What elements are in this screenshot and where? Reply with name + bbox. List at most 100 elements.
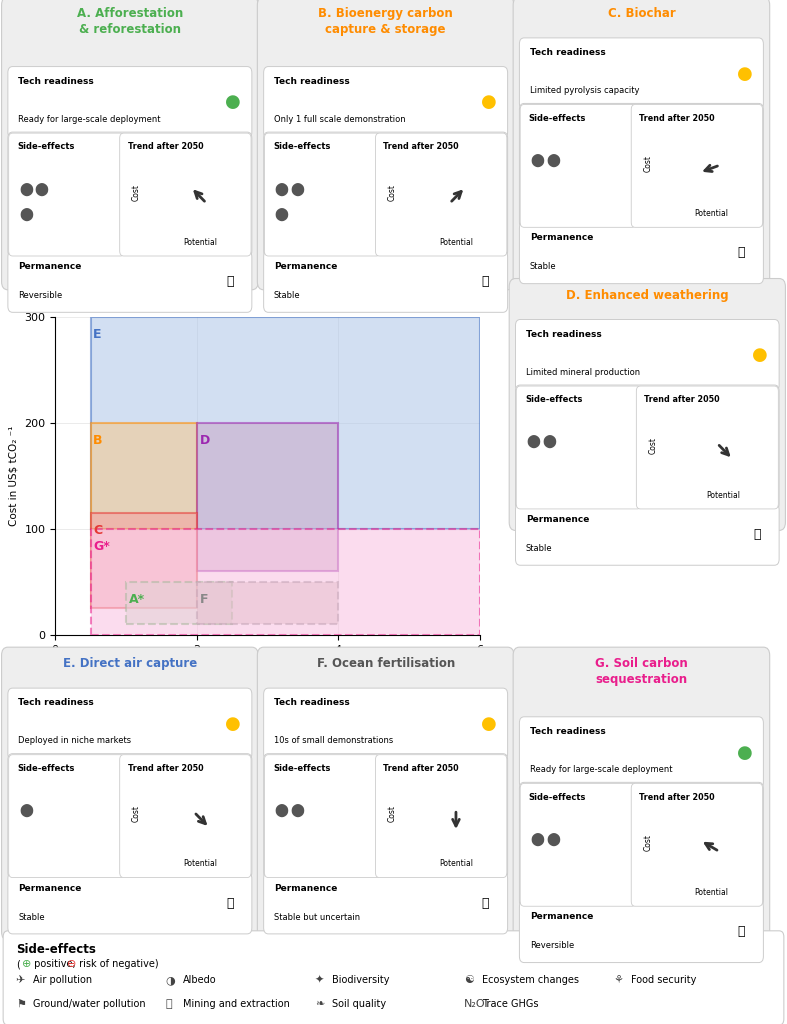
Text: Cost: Cost bbox=[387, 183, 397, 201]
Text: Tech readiness: Tech readiness bbox=[18, 77, 94, 86]
Text: Trend after 2050: Trend after 2050 bbox=[383, 764, 459, 773]
X-axis label: Potential carbon removal in GtCO₂ ⁻¹: Potential carbon removal in GtCO₂ ⁻¹ bbox=[172, 660, 364, 670]
Text: Trend after 2050: Trend after 2050 bbox=[127, 764, 203, 773]
Text: Permanence: Permanence bbox=[274, 884, 338, 893]
Text: Potential: Potential bbox=[183, 859, 217, 868]
Text: ⬤: ⬤ bbox=[19, 182, 33, 196]
Text: Side-effects: Side-effects bbox=[16, 943, 95, 956]
Text: ⬤: ⬤ bbox=[542, 435, 556, 449]
Text: E: E bbox=[94, 328, 102, 341]
Text: E. Direct air capture: E. Direct air capture bbox=[63, 657, 197, 671]
Text: Tech readiness: Tech readiness bbox=[526, 330, 601, 339]
Text: (: ( bbox=[16, 959, 20, 970]
Text: 🔒: 🔒 bbox=[482, 897, 490, 909]
Text: Tech readiness: Tech readiness bbox=[274, 698, 349, 708]
Text: ⬤: ⬤ bbox=[546, 154, 560, 167]
Text: ⬤: ⬤ bbox=[275, 208, 289, 221]
Text: ⬤: ⬤ bbox=[530, 833, 545, 846]
Text: Side-effects: Side-effects bbox=[17, 142, 75, 152]
Text: Permanence: Permanence bbox=[530, 233, 593, 243]
Text: Stable but uncertain: Stable but uncertain bbox=[274, 912, 360, 922]
Text: Potential: Potential bbox=[183, 238, 217, 247]
Text: Potential: Potential bbox=[439, 238, 473, 247]
Text: Potential: Potential bbox=[695, 209, 729, 218]
Text: Air pollution: Air pollution bbox=[33, 975, 92, 985]
Text: ☯: ☯ bbox=[464, 975, 475, 985]
Text: Cost: Cost bbox=[387, 805, 397, 822]
Text: Side-effects: Side-effects bbox=[529, 793, 586, 802]
Text: Stable: Stable bbox=[274, 291, 301, 300]
Text: ⬤: ⬤ bbox=[19, 804, 33, 817]
Text: Tech readiness: Tech readiness bbox=[530, 727, 605, 736]
Text: Trend after 2050: Trend after 2050 bbox=[639, 114, 715, 123]
Text: Ready for large-scale deployment: Ready for large-scale deployment bbox=[530, 765, 672, 774]
Text: Biodiversity: Biodiversity bbox=[332, 975, 390, 985]
Text: 🔒: 🔒 bbox=[226, 275, 234, 288]
Text: positive,: positive, bbox=[31, 959, 79, 970]
Bar bbox=[91, 317, 480, 529]
Text: ✈: ✈ bbox=[16, 975, 25, 985]
Text: Stable: Stable bbox=[526, 544, 552, 553]
Y-axis label: Cost in US$ tCO₂ ⁻¹: Cost in US$ tCO₂ ⁻¹ bbox=[9, 426, 19, 526]
Text: ⬤: ⬤ bbox=[290, 182, 305, 196]
Text: 🔒: 🔒 bbox=[737, 926, 745, 938]
Text: A*: A* bbox=[129, 593, 145, 605]
Text: ⚘: ⚘ bbox=[614, 975, 624, 985]
Text: F: F bbox=[200, 593, 208, 605]
Text: ●: ● bbox=[737, 743, 752, 762]
Text: Trend after 2050: Trend after 2050 bbox=[645, 395, 720, 404]
Text: 10s of small demonstrations: 10s of small demonstrations bbox=[274, 736, 394, 745]
Text: Permanence: Permanence bbox=[18, 884, 82, 893]
Text: Cost: Cost bbox=[648, 436, 657, 454]
Text: Tech readiness: Tech readiness bbox=[18, 698, 94, 708]
Text: Cost: Cost bbox=[643, 834, 652, 851]
Text: 🔒: 🔒 bbox=[737, 247, 745, 259]
Text: ❧: ❧ bbox=[315, 998, 324, 1009]
Bar bbox=[91, 529, 480, 635]
Text: Trace GHGs: Trace GHGs bbox=[482, 998, 538, 1009]
Text: ⬤: ⬤ bbox=[527, 435, 541, 449]
Text: Cost: Cost bbox=[131, 805, 141, 822]
Text: B. Bioenergy carbon
capture & storage: B. Bioenergy carbon capture & storage bbox=[318, 7, 453, 36]
Text: Trend after 2050: Trend after 2050 bbox=[639, 793, 715, 802]
Bar bbox=[91, 423, 197, 529]
Text: Only 1 full scale demonstration: Only 1 full scale demonstration bbox=[274, 115, 405, 124]
Text: ⬤: ⬤ bbox=[35, 182, 49, 196]
Text: Permanence: Permanence bbox=[18, 262, 82, 271]
Text: ⚑: ⚑ bbox=[16, 998, 26, 1009]
Bar bbox=[126, 582, 232, 625]
Text: ●: ● bbox=[481, 715, 497, 733]
Text: Stable: Stable bbox=[18, 912, 45, 922]
Text: ⬤: ⬤ bbox=[290, 804, 305, 817]
Text: ●: ● bbox=[481, 93, 497, 112]
Text: Deployed in niche markets: Deployed in niche markets bbox=[18, 736, 131, 745]
Text: 🔒: 🔒 bbox=[482, 275, 490, 288]
Text: Permanence: Permanence bbox=[530, 912, 593, 922]
Text: Trend after 2050: Trend after 2050 bbox=[127, 142, 203, 152]
Text: ⊖: ⊖ bbox=[67, 959, 76, 970]
Text: ●: ● bbox=[225, 715, 241, 733]
Text: Trend after 2050: Trend after 2050 bbox=[383, 142, 459, 152]
Text: ⬤: ⬤ bbox=[19, 208, 33, 221]
Text: Side-effects: Side-effects bbox=[17, 764, 75, 773]
Text: Potential: Potential bbox=[707, 490, 741, 500]
Text: Stable: Stable bbox=[530, 262, 556, 271]
Text: D. Enhanced weathering: D. Enhanced weathering bbox=[566, 289, 729, 302]
Text: Albedo: Albedo bbox=[183, 975, 216, 985]
Text: ●: ● bbox=[752, 346, 768, 365]
Text: Soil quality: Soil quality bbox=[332, 998, 386, 1009]
Text: G. Soil carbon
sequestration: G. Soil carbon sequestration bbox=[595, 657, 688, 686]
Text: Ground/water pollution: Ground/water pollution bbox=[33, 998, 146, 1009]
Text: Food security: Food security bbox=[631, 975, 696, 985]
Text: Cost: Cost bbox=[643, 155, 652, 172]
Text: ●: ● bbox=[225, 93, 241, 112]
Text: risk of negative): risk of negative) bbox=[76, 959, 159, 970]
Text: F. Ocean fertilisation: F. Ocean fertilisation bbox=[316, 657, 455, 671]
Text: Side-effects: Side-effects bbox=[273, 142, 331, 152]
Text: ●: ● bbox=[737, 65, 752, 83]
Text: C: C bbox=[94, 524, 102, 537]
Text: Mining and extraction: Mining and extraction bbox=[183, 998, 290, 1009]
Text: Limited pyrolysis capacity: Limited pyrolysis capacity bbox=[530, 86, 639, 95]
Text: Potential: Potential bbox=[695, 888, 729, 897]
Text: Potential: Potential bbox=[439, 859, 473, 868]
